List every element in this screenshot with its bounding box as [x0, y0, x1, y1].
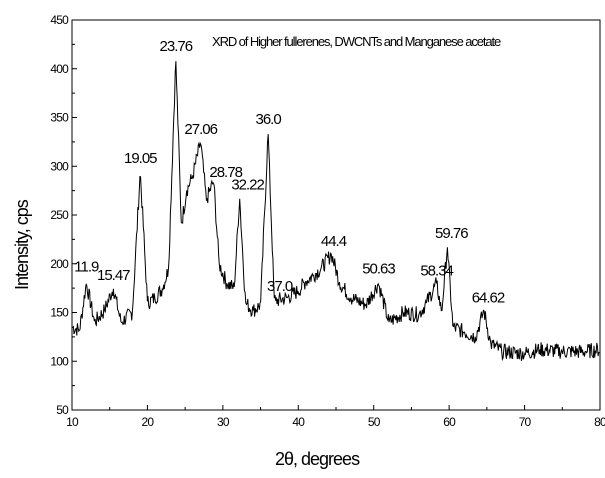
y-tick-label: 150	[50, 306, 69, 320]
y-tick-label: 100	[50, 354, 69, 368]
x-axis: 10 20 30 40 50 60 70 80	[66, 405, 605, 429]
peak-label: 15.47	[97, 267, 130, 284]
y-tick-label: 50	[56, 403, 69, 417]
peak-label: 32.22	[231, 176, 264, 193]
x-tick-label: 70	[519, 415, 532, 429]
x-tick-label: 50	[368, 415, 381, 429]
peak-label: 37.0	[267, 278, 293, 295]
peak-label: 23.76	[160, 38, 193, 55]
x-tick-label: 20	[142, 415, 155, 429]
y-tick-label: 400	[50, 62, 69, 76]
y-tick-label: 350	[50, 111, 69, 125]
x-tick-label: 80	[594, 415, 605, 429]
x-tick-label: 60	[443, 415, 456, 429]
peak-label: 50.63	[362, 260, 395, 277]
y-axis: 50 100 150 200 250 300 350 400 450	[50, 13, 77, 417]
peak-label: 11.9	[74, 258, 99, 275]
y-tick-label: 450	[50, 13, 69, 27]
peak-label: 28.78	[209, 164, 242, 181]
y-tick-label: 250	[50, 208, 69, 222]
peak-label: 59.76	[435, 225, 468, 242]
y-axis-title: Intensity, cps	[12, 199, 32, 290]
y-tick-label: 200	[50, 257, 69, 271]
x-tick-label: 30	[217, 415, 230, 429]
peak-label: 19.05	[124, 150, 157, 167]
x-axis-title: 2θ, degrees	[275, 449, 360, 469]
chart-title: XRD of Higher fullerenes, DWCNTs and Man…	[212, 34, 501, 49]
xrd-series-line	[71, 61, 600, 362]
x-tick-label: 10	[66, 415, 79, 429]
x-tick-label: 40	[292, 415, 305, 429]
peak-label: 27.06	[184, 121, 217, 138]
peak-label: 58.34	[420, 262, 453, 279]
peak-label: 44.4	[321, 233, 347, 250]
peak-label: 36.0	[256, 111, 282, 128]
peak-label: 64.62	[472, 290, 505, 307]
y-tick-label: 300	[50, 159, 69, 173]
